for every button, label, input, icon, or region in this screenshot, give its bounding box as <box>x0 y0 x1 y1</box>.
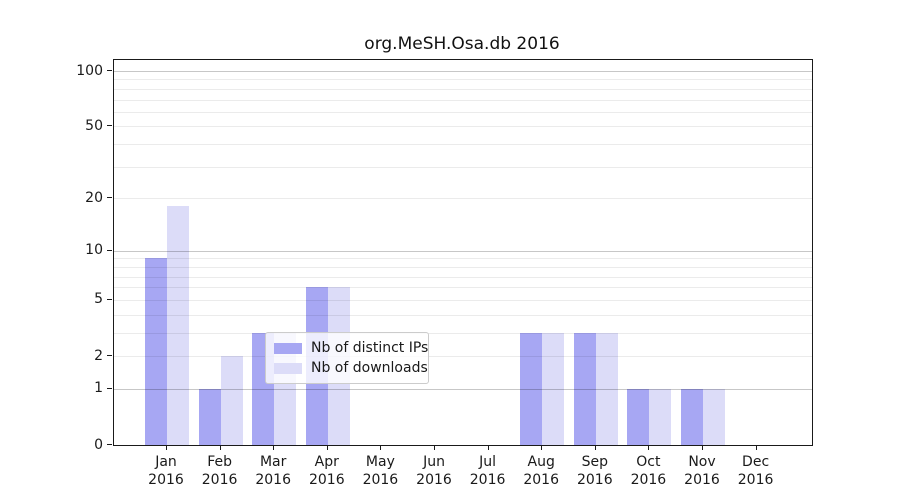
x-tick-mar <box>273 445 275 450</box>
gridline-4 <box>114 314 812 316</box>
chart-title: org.MeSH.Osa.db 2016 <box>364 34 560 54</box>
x-tick-label-may: May 2016 <box>362 454 399 488</box>
legend-label-downloads: Nb of downloads <box>311 360 428 376</box>
bar-distinct-ips-aug <box>520 332 543 445</box>
x-tick-nov <box>702 445 703 450</box>
y-tick-label-20: 20 <box>85 189 103 206</box>
plot-area <box>113 59 813 446</box>
x-tick-label-nov: Nov 2016 <box>684 454 720 488</box>
x-tick-jan <box>166 445 167 450</box>
gridline-100 <box>114 71 812 72</box>
gridline-2 <box>114 356 812 357</box>
gridline-60 <box>114 111 812 113</box>
bar-downloads-sep <box>595 332 618 445</box>
bar-distinct-ips-oct <box>627 388 650 445</box>
x-tick-label-dec: Dec 2016 <box>737 454 774 488</box>
legend: Nb of distinct IPs Nb of downloads <box>265 332 429 384</box>
y-tick-10 <box>107 249 112 251</box>
bar-distinct-ips-feb <box>198 388 221 445</box>
gridline-40 <box>114 144 812 146</box>
y-tick-2 <box>107 355 112 356</box>
gridline-8 <box>114 266 812 268</box>
gridline-70 <box>114 99 812 101</box>
gridline-30 <box>114 166 812 168</box>
y-tick-label-10: 10 <box>85 242 103 259</box>
y-tick-100 <box>107 70 112 71</box>
bar-distinct-ips-jan <box>145 258 167 445</box>
legend-swatch-downloads-icon <box>274 362 302 374</box>
y-tick-label-2: 2 <box>94 347 103 364</box>
bar-downloads-feb <box>220 356 243 445</box>
gridline-1 <box>114 388 812 390</box>
x-tick-label-jan: Jan 2016 <box>148 454 184 488</box>
bar-downloads-aug <box>542 332 565 445</box>
y-tick-label-5: 5 <box>94 291 103 308</box>
gridline-80 <box>114 88 812 90</box>
bar-distinct-ips-nov <box>681 388 703 445</box>
gridline-7 <box>114 276 812 278</box>
gridline-20 <box>114 198 812 200</box>
gridline-90 <box>114 79 812 81</box>
bar-downloads-nov <box>703 388 725 445</box>
x-tick-may <box>380 445 382 450</box>
x-tick-label-feb: Feb 2016 <box>201 454 238 488</box>
x-tick-label-sep: Sep 2016 <box>576 454 613 488</box>
y-tick-5 <box>107 298 112 300</box>
x-tick-jul <box>487 445 489 450</box>
bar-downloads-oct <box>649 388 672 445</box>
y-tick-label-1: 1 <box>94 380 103 397</box>
y-tick-0 <box>107 444 112 445</box>
y-tick-20 <box>107 197 112 199</box>
x-tick-label-aug: Aug 2016 <box>523 454 559 488</box>
gridline-50 <box>114 126 812 128</box>
gridline-10 <box>114 250 812 252</box>
x-tick-label-jun: Jun 2016 <box>416 454 452 488</box>
legend-label-distinct-ips: Nb of distinct IPs <box>311 340 429 356</box>
gridline-5 <box>114 299 812 301</box>
y-tick-50 <box>107 125 112 127</box>
legend-swatch-distinct-ips-icon <box>274 342 302 354</box>
bar-distinct-ips-sep <box>573 332 596 445</box>
x-tick-label-mar: Mar 2016 <box>255 454 291 488</box>
x-tick-apr <box>326 445 328 450</box>
gridline-6 <box>114 287 812 289</box>
x-tick-aug <box>541 445 543 450</box>
x-tick-jun <box>434 445 435 450</box>
x-tick-label-oct: Oct 2016 <box>630 454 667 488</box>
x-tick-oct <box>648 445 650 450</box>
x-tick-dec <box>755 445 757 450</box>
x-tick-feb <box>219 445 221 450</box>
x-tick-sep <box>594 445 596 450</box>
x-tick-label-apr: Apr 2016 <box>308 454 345 488</box>
y-tick-label-0: 0 <box>94 436 103 453</box>
gridline-9 <box>114 258 812 260</box>
legend-item-downloads: Nb of downloads <box>274 358 428 378</box>
y-tick-label-100: 100 <box>76 62 103 79</box>
gridline-3 <box>114 332 812 334</box>
bar-downloads-jan <box>167 206 189 445</box>
x-tick-label-jul: Jul 2016 <box>469 454 506 488</box>
legend-item-distinct-ips: Nb of distinct IPs <box>274 338 428 358</box>
y-tick-1 <box>107 387 112 389</box>
y-tick-label-50: 50 <box>85 117 103 134</box>
